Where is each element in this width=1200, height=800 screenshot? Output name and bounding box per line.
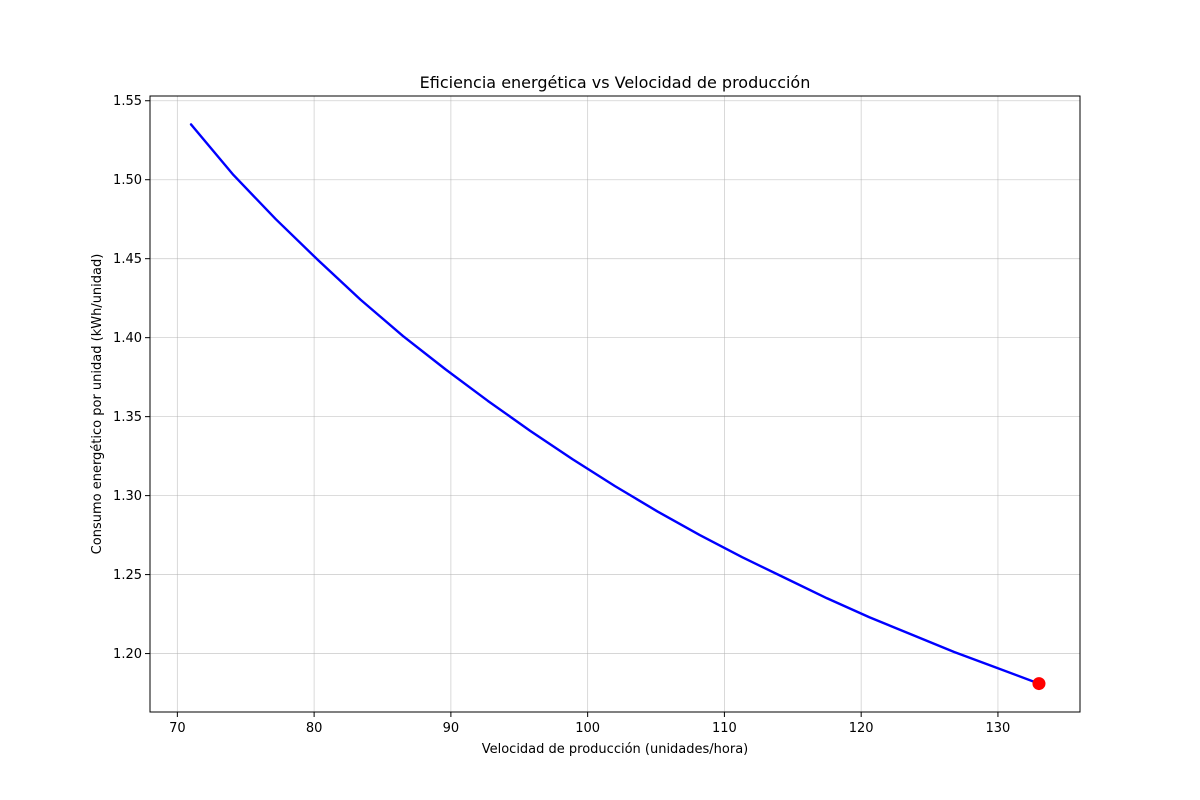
x-tick-label: 70 <box>169 721 186 736</box>
y-tick-label: 1.45 <box>113 252 142 267</box>
y-tick-label: 1.55 <box>113 94 142 109</box>
x-tick-label: 120 <box>849 721 874 736</box>
x-tick-label: 110 <box>712 721 737 736</box>
series-layer <box>189 123 1046 691</box>
x-tick-label: 80 <box>306 721 323 736</box>
y-axis-label: Consumo energético por unidad (kWh/unida… <box>90 254 105 555</box>
chart-title: Eficiencia energética vs Velocidad de pr… <box>420 73 811 92</box>
plot-frame <box>149 95 1081 713</box>
highlight-point <box>1032 677 1046 691</box>
y-tick-label: 1.25 <box>113 568 142 583</box>
y-tick-label: 1.50 <box>113 173 142 188</box>
y-tick-label: 1.20 <box>113 647 142 662</box>
x-tick-label: 90 <box>443 721 460 736</box>
x-tick-label: 130 <box>986 721 1011 736</box>
y-tick-label: 1.40 <box>113 331 142 346</box>
y-tick-label: 1.30 <box>113 489 142 504</box>
y-tick-label: 1.35 <box>113 410 142 425</box>
x-axis-label: Velocidad de producción (unidades/hora) <box>482 742 749 757</box>
series-line <box>189 123 1041 685</box>
x-tick-label: 100 <box>575 721 600 736</box>
axis-ticks: 70 80 90 100 110 120 130 1.20 1.25 1.30 1.35 1.40 1.… <box>113 94 1010 736</box>
grid <box>150 96 1080 712</box>
